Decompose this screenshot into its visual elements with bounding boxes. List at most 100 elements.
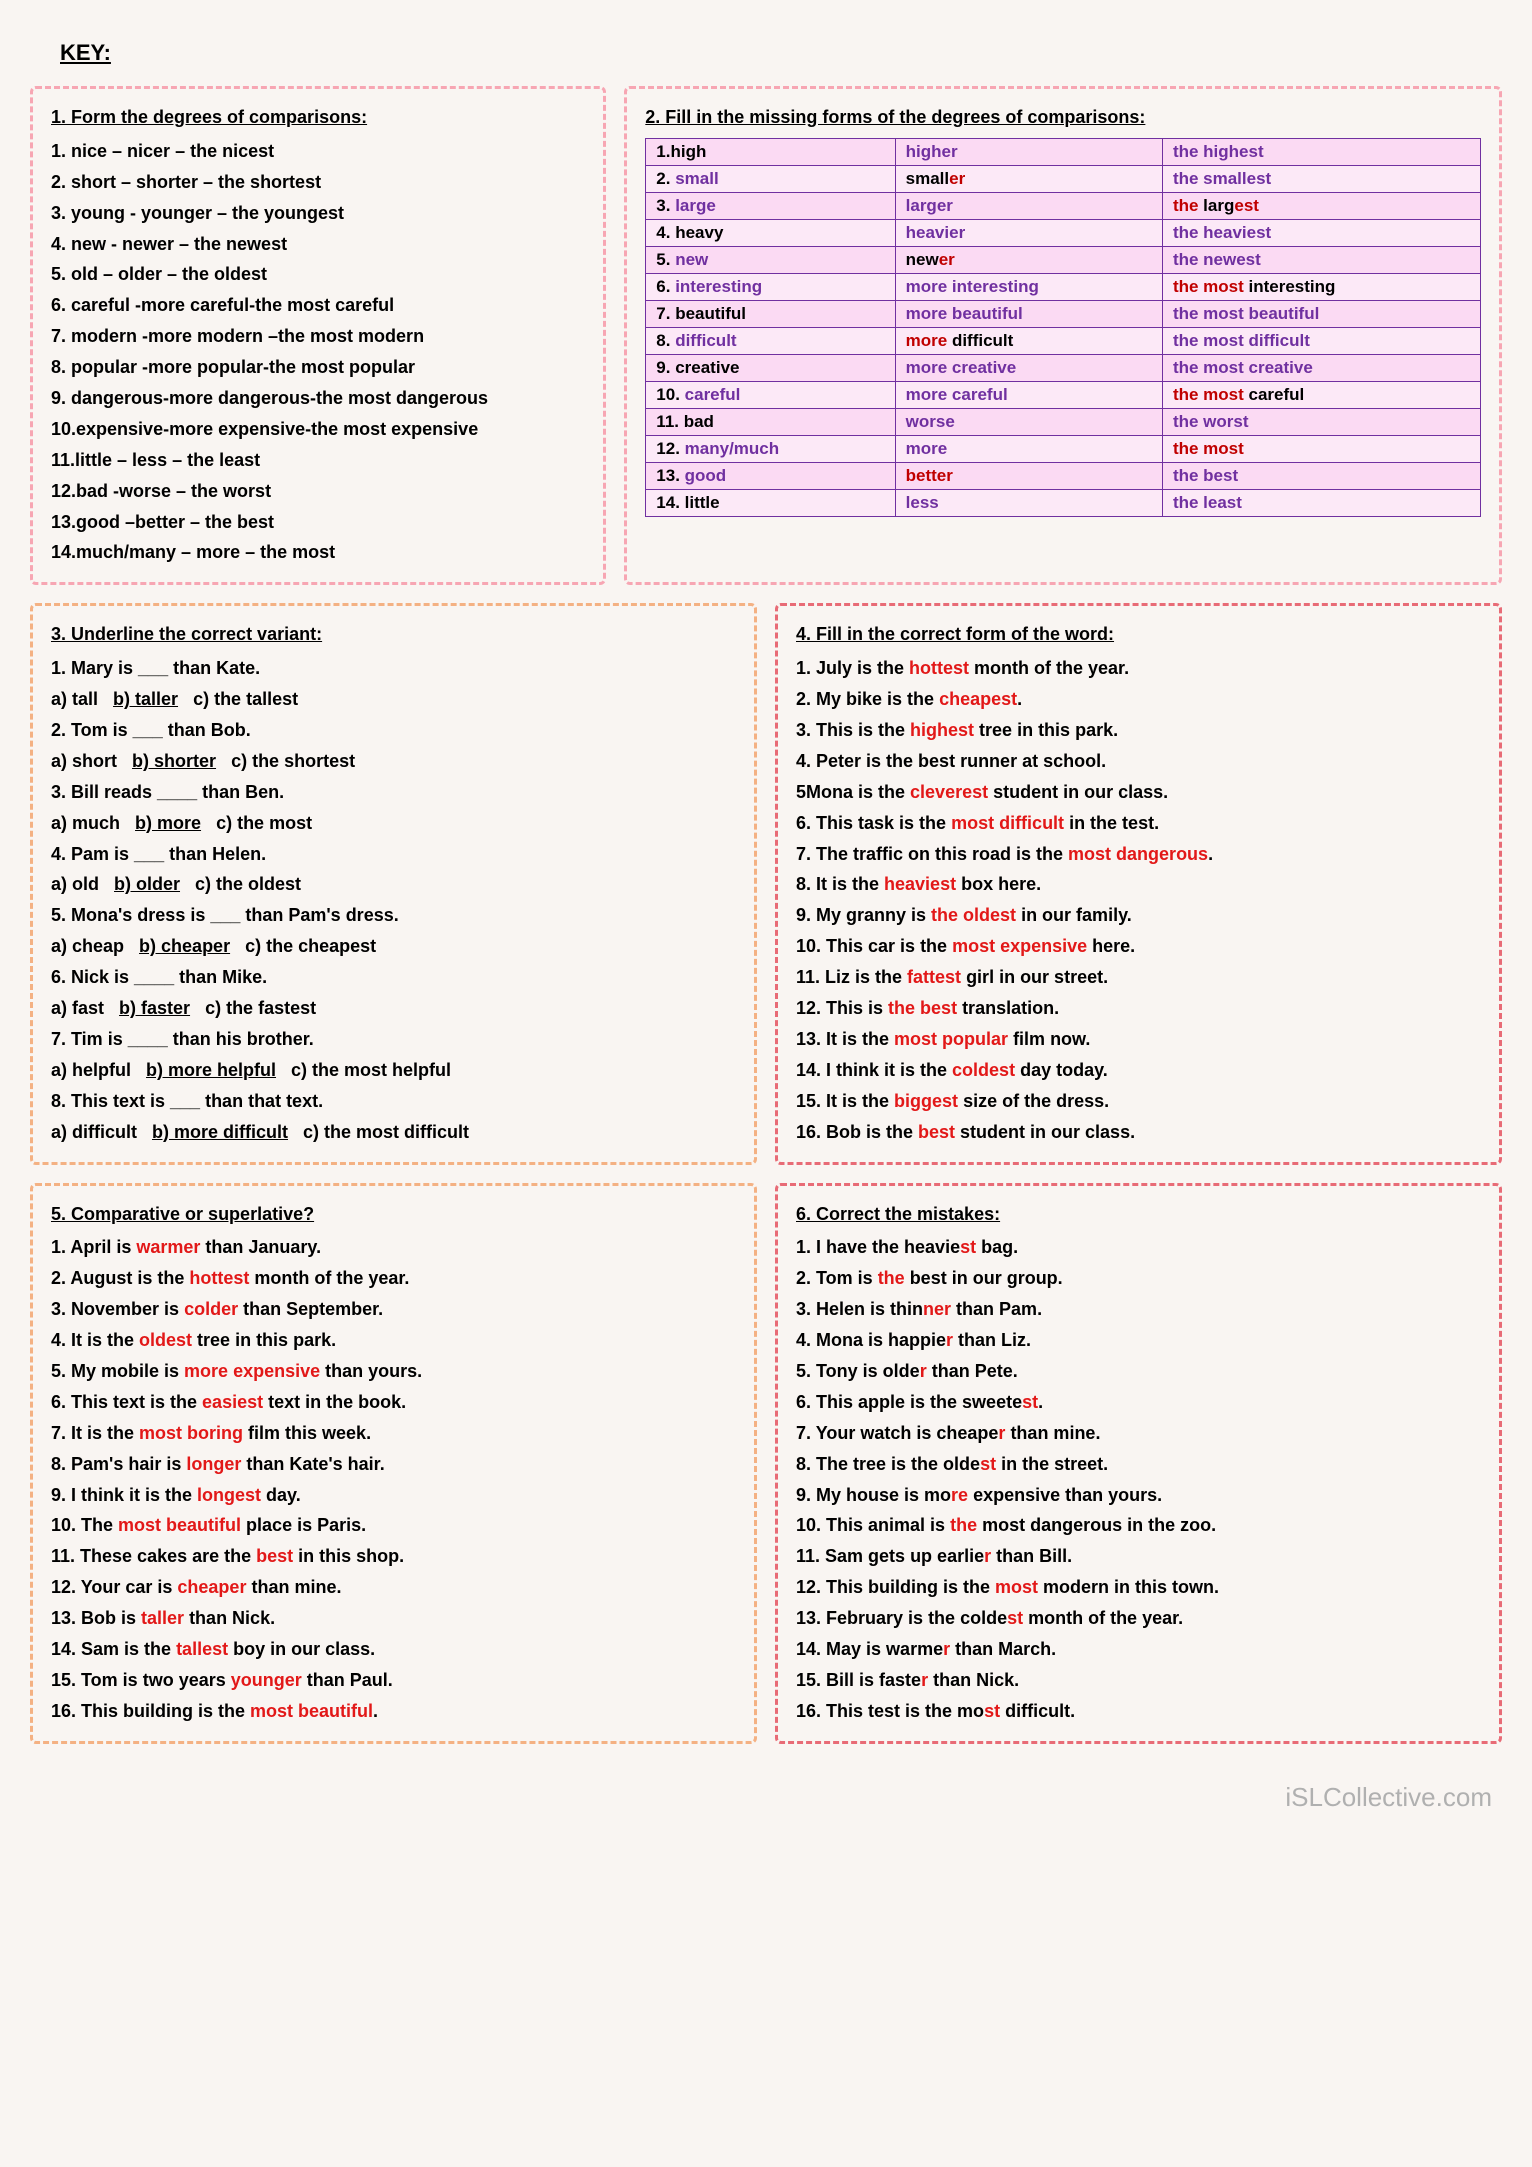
table-cell: larger	[895, 192, 1162, 219]
sec1-line: 12.bad -worse – the worst	[51, 478, 585, 506]
row-3: 5. Comparative or superlative? 1. April …	[30, 1183, 1502, 1744]
sec3-question: 5. Mona's dress is ___ than Pam's dress.	[51, 902, 736, 930]
answer-line: 1. April is warmer than January.	[51, 1234, 736, 1262]
table-cell: more	[895, 435, 1162, 462]
table-cell: worse	[895, 408, 1162, 435]
table-cell: the highest	[1162, 138, 1480, 165]
sec6-line: 6. This apple is the sweetest.	[796, 1389, 1481, 1417]
table-cell: the most beautiful	[1162, 300, 1480, 327]
sec3-heading: 3. Underline the correct variant:	[51, 621, 736, 649]
table-cell: the smallest	[1162, 165, 1480, 192]
sec3-question: 4. Pam is ___ than Helen.	[51, 841, 736, 869]
sec1-line: 14.much/many – more – the most	[51, 539, 585, 567]
table-cell: the most interesting	[1162, 273, 1480, 300]
table-cell: 8. difficult	[646, 327, 895, 354]
answer-line: 13. It is the most popular film now.	[796, 1026, 1481, 1054]
table-cell: the best	[1162, 462, 1480, 489]
table-cell: 7. beautiful	[646, 300, 895, 327]
section-6: 6. Correct the mistakes: 1. I have the h…	[775, 1183, 1502, 1744]
sec6-line: 4. Mona is happier than Liz.	[796, 1327, 1481, 1355]
sec6-line: 11. Sam gets up earlier than Bill.	[796, 1543, 1481, 1571]
answer-line: 11. Liz is the fattest girl in our stree…	[796, 964, 1481, 992]
table-cell: more careful	[895, 381, 1162, 408]
sec1-line: 11.little – less – the least	[51, 447, 585, 475]
table-cell: more difficult	[895, 327, 1162, 354]
sec3-question: 1. Mary is ___ than Kate.	[51, 655, 736, 683]
section-4: 4. Fill in the correct form of the word:…	[775, 603, 1502, 1164]
table-cell: 3. large	[646, 192, 895, 219]
answer-line: 14. I think it is the coldest day today.	[796, 1057, 1481, 1085]
sec3-options: a) short b) shorter c) the shortest	[51, 748, 736, 776]
sec6-line: 12. This building is the most modern in …	[796, 1574, 1481, 1602]
sec1-line: 6. careful -more careful-the most carefu…	[51, 292, 585, 320]
sec1-line: 3. young - younger – the youngest	[51, 200, 585, 228]
section-3: 3. Underline the correct variant: 1. Mar…	[30, 603, 757, 1164]
answer-line: 3. November is colder than September.	[51, 1296, 736, 1324]
sec6-line: 10. This animal is the most dangerous in…	[796, 1512, 1481, 1540]
sec3-question: 2. Tom is ___ than Bob.	[51, 717, 736, 745]
sec5-heading: 5. Comparative or superlative?	[51, 1201, 736, 1229]
table-cell: newer	[895, 246, 1162, 273]
sec6-line: 13. February is the coldest month of the…	[796, 1605, 1481, 1633]
sec6-heading: 6. Correct the mistakes:	[796, 1201, 1481, 1229]
sec6-line: 5. Tony is older than Pete.	[796, 1358, 1481, 1386]
sec6-line: 1. I have the heaviest bag.	[796, 1234, 1481, 1262]
answer-line: 6. This task is the most difficult in th…	[796, 810, 1481, 838]
answer-line: 15. It is the biggest size of the dress.	[796, 1088, 1481, 1116]
row-2: 3. Underline the correct variant: 1. Mar…	[30, 603, 1502, 1164]
answer-line: 10. This car is the most expensive here.	[796, 933, 1481, 961]
section-5: 5. Comparative or superlative? 1. April …	[30, 1183, 757, 1744]
sec3-options: a) cheap b) cheaper c) the cheapest	[51, 933, 736, 961]
sec3-options: a) difficult b) more difficult c) the mo…	[51, 1119, 736, 1147]
sec3-options: a) tall b) taller c) the tallest	[51, 686, 736, 714]
table-cell: 6. interesting	[646, 273, 895, 300]
sec1-line: 13.good –better – the best	[51, 509, 585, 537]
table-cell: 14. little	[646, 489, 895, 516]
degrees-table: 1.highhigherthe highest2. smallsmallerth…	[645, 138, 1481, 517]
answer-line: 12. Your car is cheaper than mine.	[51, 1574, 736, 1602]
sec3-question: 8. This text is ___ than that text.	[51, 1088, 736, 1116]
answer-line: 4. Peter is the best runner at school.	[796, 748, 1481, 776]
sec6-line: 3. Helen is thinner than Pam.	[796, 1296, 1481, 1324]
answer-line: 6. This text is the easiest text in the …	[51, 1389, 736, 1417]
sec6-line: 14. May is warmer than March.	[796, 1636, 1481, 1664]
sec6-line: 8. The tree is the oldest in the street.	[796, 1451, 1481, 1479]
sec6-line: 2. Tom is the best in our group.	[796, 1265, 1481, 1293]
sec3-options: a) old b) older c) the oldest	[51, 871, 736, 899]
sec1-line: 9. dangerous-more dangerous-the most dan…	[51, 385, 585, 413]
table-cell: the heaviest	[1162, 219, 1480, 246]
answer-line: 2. August is the hottest month of the ye…	[51, 1265, 736, 1293]
answer-line: 2. My bike is the cheapest.	[796, 686, 1481, 714]
table-cell: 2. small	[646, 165, 895, 192]
table-cell: higher	[895, 138, 1162, 165]
table-cell: smaller	[895, 165, 1162, 192]
answer-line: 7. It is the most boring film this week.	[51, 1420, 736, 1448]
answer-line: 4. It is the oldest tree in this park.	[51, 1327, 736, 1355]
table-cell: 13. good	[646, 462, 895, 489]
table-cell: heavier	[895, 219, 1162, 246]
answer-line: 13. Bob is taller than Nick.	[51, 1605, 736, 1633]
table-cell: more creative	[895, 354, 1162, 381]
table-cell: 12. many/much	[646, 435, 895, 462]
table-cell: 10. careful	[646, 381, 895, 408]
answer-line: 5. My mobile is more expensive than your…	[51, 1358, 736, 1386]
answer-line: 14. Sam is the tallest boy in our class.	[51, 1636, 736, 1664]
sec1-line: 1. nice – nicer – the nicest	[51, 138, 585, 166]
answer-line: 10. The most beautiful place is Paris.	[51, 1512, 736, 1540]
sec1-line: 4. new - newer – the newest	[51, 231, 585, 259]
sec1-line: 10.expensive-more expensive-the most exp…	[51, 416, 585, 444]
sec1-heading: 1. Form the degrees of comparisons:	[51, 104, 585, 132]
answer-line: 8. Pam's hair is longer than Kate's hair…	[51, 1451, 736, 1479]
sec1-line: 7. modern -more modern –the most modern	[51, 323, 585, 351]
sec6-line: 16. This test is the most difficult.	[796, 1698, 1481, 1726]
sec3-question: 3. Bill reads ____ than Ben.	[51, 779, 736, 807]
table-cell: the least	[1162, 489, 1480, 516]
answer-line: 16. This building is the most beautiful.	[51, 1698, 736, 1726]
table-cell: the most difficult	[1162, 327, 1480, 354]
table-cell: 9. creative	[646, 354, 895, 381]
sec1-line: 8. popular -more popular-the most popula…	[51, 354, 585, 382]
sec3-question: 7. Tim is ____ than his brother.	[51, 1026, 736, 1054]
section-1: 1. Form the degrees of comparisons: 1. n…	[30, 86, 606, 585]
table-cell: 5. new	[646, 246, 895, 273]
sec3-options: a) much b) more c) the most	[51, 810, 736, 838]
